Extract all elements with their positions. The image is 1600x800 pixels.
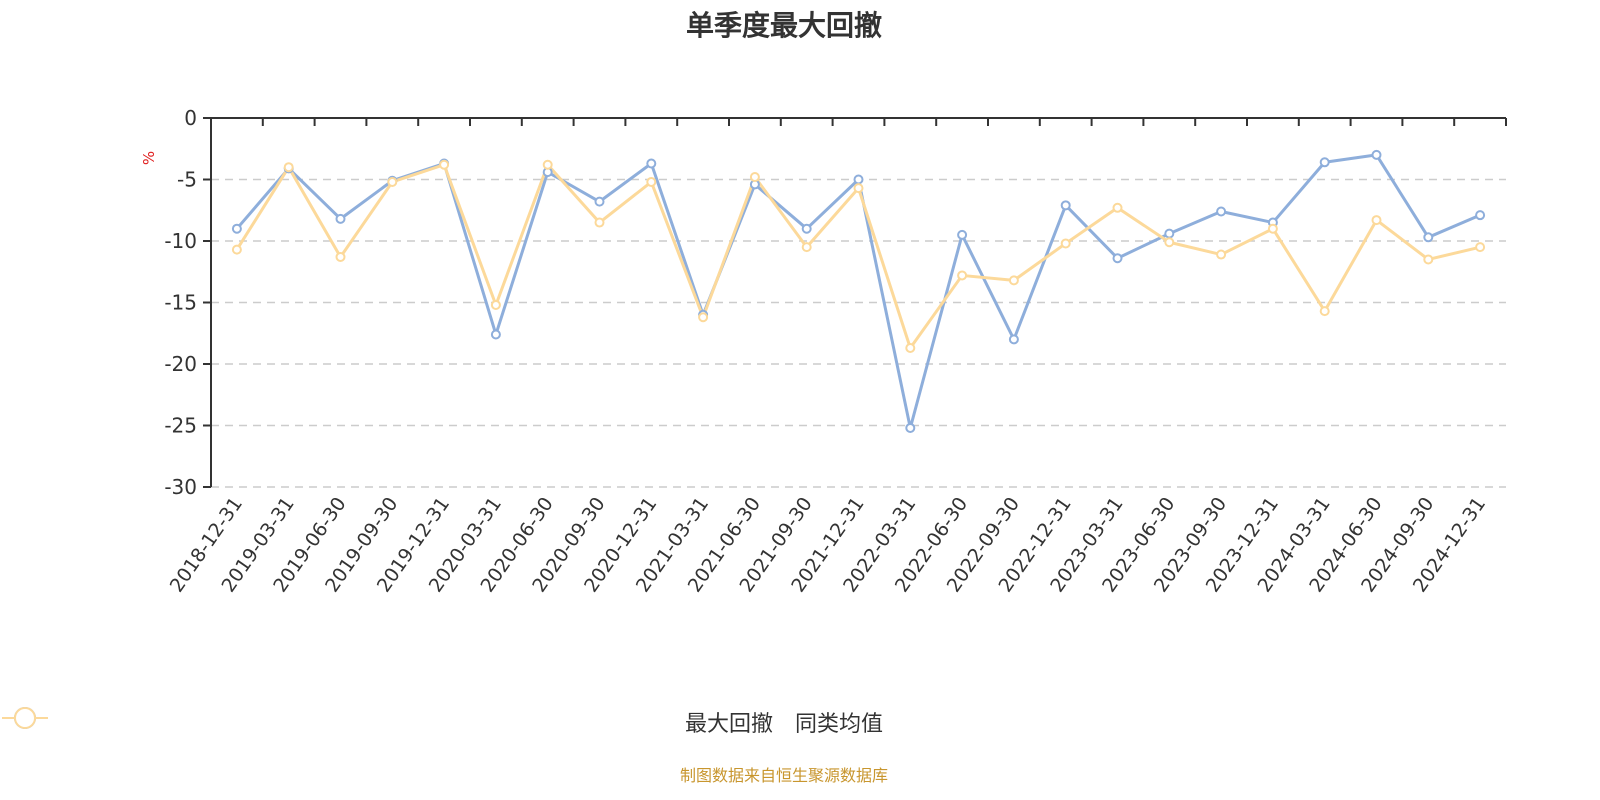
data-point[interactable] (646, 176, 657, 187)
data-point[interactable] (490, 329, 501, 340)
data-point[interactable] (698, 312, 709, 323)
data-point[interactable] (231, 244, 242, 255)
y-tick-label: 0 (184, 106, 197, 130)
data-point[interactable] (1216, 206, 1227, 217)
data-point[interactable] (490, 299, 501, 310)
data-point[interactable] (853, 174, 864, 185)
data-point[interactable] (1371, 215, 1382, 226)
data-point[interactable] (905, 422, 916, 433)
data-point[interactable] (594, 217, 605, 228)
legend-item-peer-average[interactable]: 同类均值 (2, 706, 884, 738)
data-point[interactable] (283, 162, 294, 173)
data-point[interactable] (542, 159, 553, 170)
data-source-note: 制图数据来自恒生聚源数据库 (679, 766, 888, 785)
y-axis-label: % (140, 151, 158, 165)
data-point[interactable] (749, 172, 760, 183)
data-point[interactable] (1216, 249, 1227, 260)
data-point[interactable] (1319, 157, 1330, 168)
data-point[interactable] (1267, 223, 1278, 234)
y-tick-label: -25 (164, 414, 197, 438)
data-point[interactable] (905, 343, 916, 354)
data-point[interactable] (801, 242, 812, 253)
data-point[interactable] (957, 270, 968, 281)
data-point[interactable] (594, 196, 605, 207)
legend-item-max-drawdown[interactable]: 最大回撤 (2, 706, 773, 738)
data-point[interactable] (1112, 253, 1123, 264)
chart-title: 单季度最大回撤 (685, 9, 882, 42)
data-point[interactable] (646, 158, 657, 169)
line-chart: 0-5-10-15-20-25-30%2018-12-312019-03-312… (140, 106, 1507, 596)
data-point[interactable] (1164, 237, 1175, 248)
legend-line-circle-icon (2, 707, 48, 729)
data-point[interactable] (1164, 228, 1175, 239)
data-point[interactable] (1475, 210, 1486, 221)
legend-label: 同类均值 (795, 712, 884, 737)
data-point[interactable] (1423, 232, 1434, 243)
y-tick-label: -30 (164, 475, 197, 499)
y-tick-label: -5 (177, 168, 197, 192)
data-point[interactable] (1060, 200, 1071, 211)
data-point[interactable] (1371, 149, 1382, 160)
data-point[interactable] (1060, 238, 1071, 249)
data-point[interactable] (335, 251, 346, 262)
data-point[interactable] (1423, 254, 1434, 265)
data-point[interactable] (1112, 202, 1123, 213)
data-point[interactable] (387, 176, 398, 187)
data-point[interactable] (1319, 306, 1330, 317)
series-line (235, 153, 1481, 430)
data-point[interactable] (1008, 334, 1019, 345)
data-point[interactable] (1008, 275, 1019, 286)
y-tick-label: -15 (164, 291, 197, 315)
data-point[interactable] (957, 229, 968, 240)
y-tick-label: -20 (164, 352, 197, 376)
data-point[interactable] (439, 159, 450, 170)
data-point[interactable] (801, 223, 812, 234)
y-tick-label: -10 (164, 229, 197, 253)
legend: 最大回撤 同类均值 (0, 706, 1568, 738)
data-point[interactable] (853, 183, 864, 194)
data-point[interactable] (335, 213, 346, 224)
legend-label: 最大回撤 (684, 712, 773, 737)
data-point[interactable] (231, 223, 242, 234)
data-point[interactable] (1475, 242, 1486, 253)
